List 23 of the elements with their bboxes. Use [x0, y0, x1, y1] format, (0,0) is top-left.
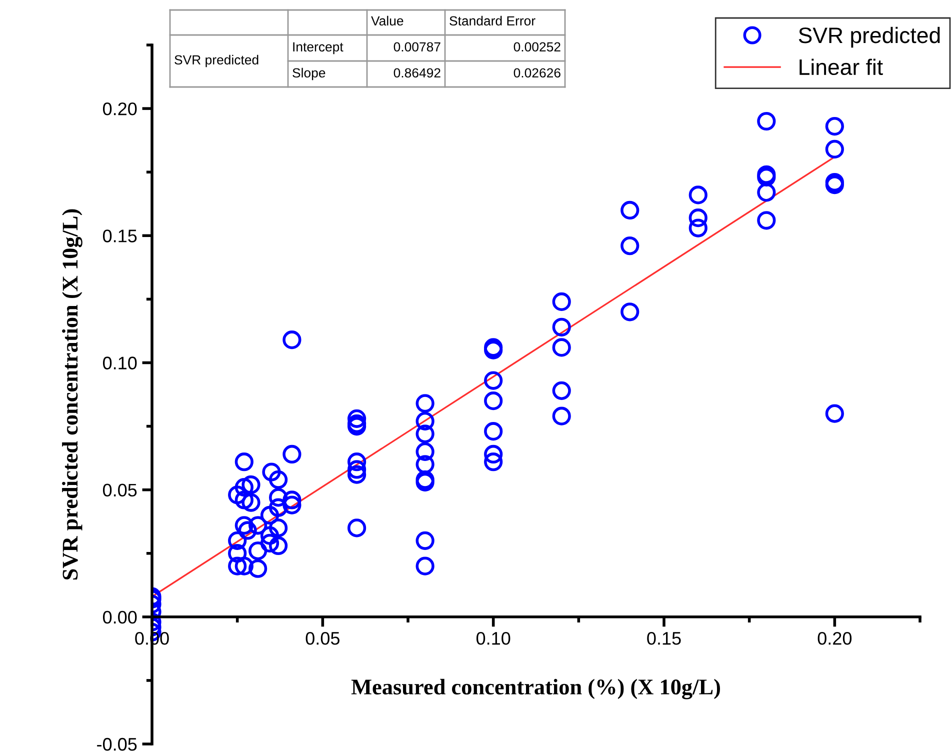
y-tick-label: -0.05	[97, 738, 137, 751]
x-tick-label: 0.20	[818, 632, 852, 645]
annotation: SVR predicted	[174, 54, 258, 68]
annotation: 0.02626	[514, 68, 560, 78]
annotation: 0.86492	[394, 68, 440, 78]
y-tick-label: 0.10	[102, 356, 137, 370]
annotation: 0.00252	[514, 42, 560, 52]
y-tick-label: 0.15	[102, 230, 137, 242]
legend-label: SVR predicted	[798, 26, 940, 48]
x-tick-label: 0.15	[647, 632, 681, 645]
legend-label: Linear fit	[800, 58, 883, 76]
x-axis-title: Measured concentration (%) (X 10g/L)	[351, 678, 720, 700]
annotation: Intercept	[293, 42, 344, 54]
y-tick-label: 0.00	[102, 610, 137, 624]
text: Value	[371, 16, 404, 26]
x-tick-label: 0.05	[306, 632, 340, 645]
y-axis-title: SVR predicted concentration (X 10g/L)	[62, 209, 82, 580]
text: Standard Error	[450, 16, 536, 26]
y-tick-label: 0.05	[102, 484, 137, 497]
annotation: Slope	[292, 68, 326, 80]
x-tick-label: 0.10	[476, 632, 510, 645]
y-tick-label: 0.20	[102, 102, 137, 116]
annotation: 0.00787	[394, 42, 440, 52]
